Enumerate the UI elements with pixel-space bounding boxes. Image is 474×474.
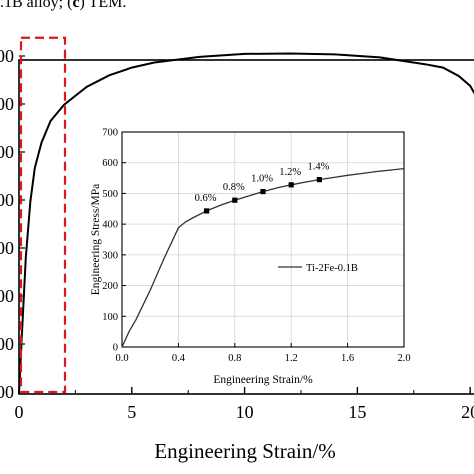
main-x-axis-label: Engineering Strain/% <box>154 439 335 463</box>
main-y-tick-label: 00 <box>0 190 14 210</box>
caption-post: ) TEM. <box>79 0 127 11</box>
inset-x-tick-label: 1.2 <box>285 353 298 364</box>
main-y-tick-label: 00 <box>0 46 14 66</box>
inset-background <box>90 125 415 387</box>
main-x-tick-label: 0 <box>15 402 24 422</box>
caption-pre: .1B alloy; ( <box>0 0 73 11</box>
main-y-tick-label: 00 <box>0 238 14 258</box>
inset-marker-label: 1.4% <box>307 162 329 173</box>
inset-y-tick-label: 700 <box>102 128 118 139</box>
inset-y-tick-label: 600 <box>102 158 118 169</box>
inset-y-tick-label: 500 <box>102 189 118 200</box>
inset-x-tick-label: 1.6 <box>341 353 354 364</box>
inset-marker-label: 1.0% <box>251 174 273 185</box>
inset-x-tick-label: 0.4 <box>172 353 186 364</box>
inset-x-axis-label: Engineering Strain/% <box>213 374 313 386</box>
main-y-tick-label: 00 <box>0 382 14 402</box>
main-y-tick-label: 00 <box>0 334 14 354</box>
main-y-tick-label: 00 <box>0 94 14 114</box>
inset-marker-point <box>204 208 210 214</box>
inset-marker-label: 0.8% <box>223 182 245 193</box>
main-x-tick-label: 10 <box>236 402 254 422</box>
main-y-tick-label: 00 <box>0 142 14 162</box>
figure-caption: .1B alloy; (c) TEM. <box>0 0 126 12</box>
inset-x-tick-label: 0.8 <box>228 353 241 364</box>
main-y-tick-label: 00 <box>0 286 14 306</box>
inset-marker-point <box>232 197 238 203</box>
inset-y-axis-label: Engineering Stress/MPa <box>90 184 102 295</box>
highlight-box <box>19 36 67 394</box>
inset-series-line <box>121 167 405 348</box>
inset-y-tick-label: 0 <box>113 343 118 354</box>
inset-marker-point <box>316 177 322 183</box>
main-plot-frame <box>18 59 474 395</box>
inset-x-tick-label: 0.0 <box>115 353 128 364</box>
main-series-line <box>18 52 474 395</box>
inset-legend-label: Ti-2Fe-0.1B <box>306 263 358 274</box>
caption-bold: c <box>72 0 80 11</box>
main-x-tick-label: 5 <box>127 402 136 422</box>
inset-y-tick-label: 400 <box>102 220 118 231</box>
inset-y-tick-label: 200 <box>102 281 118 292</box>
inset-y-tick-label: 100 <box>102 312 118 323</box>
inset-plot-frame <box>121 131 405 348</box>
main-x-tick-label: 15 <box>348 402 366 422</box>
inset-marker-point <box>260 188 266 195</box>
inset-x-tick-label: 2.0 <box>397 353 410 364</box>
inset-chart: 0.0 0.4 0.8 1.2 1.6 2.0 0 100 200 300 400 500 600 700… <box>90 125 415 387</box>
inset-y-tick-label: 300 <box>102 250 118 261</box>
inset-marker-label: 1.2% <box>279 167 301 178</box>
main-x-tick-label: 20 <box>461 402 474 422</box>
inset-marker-point <box>288 182 294 188</box>
inset-marker-label: 0.6% <box>195 193 217 204</box>
